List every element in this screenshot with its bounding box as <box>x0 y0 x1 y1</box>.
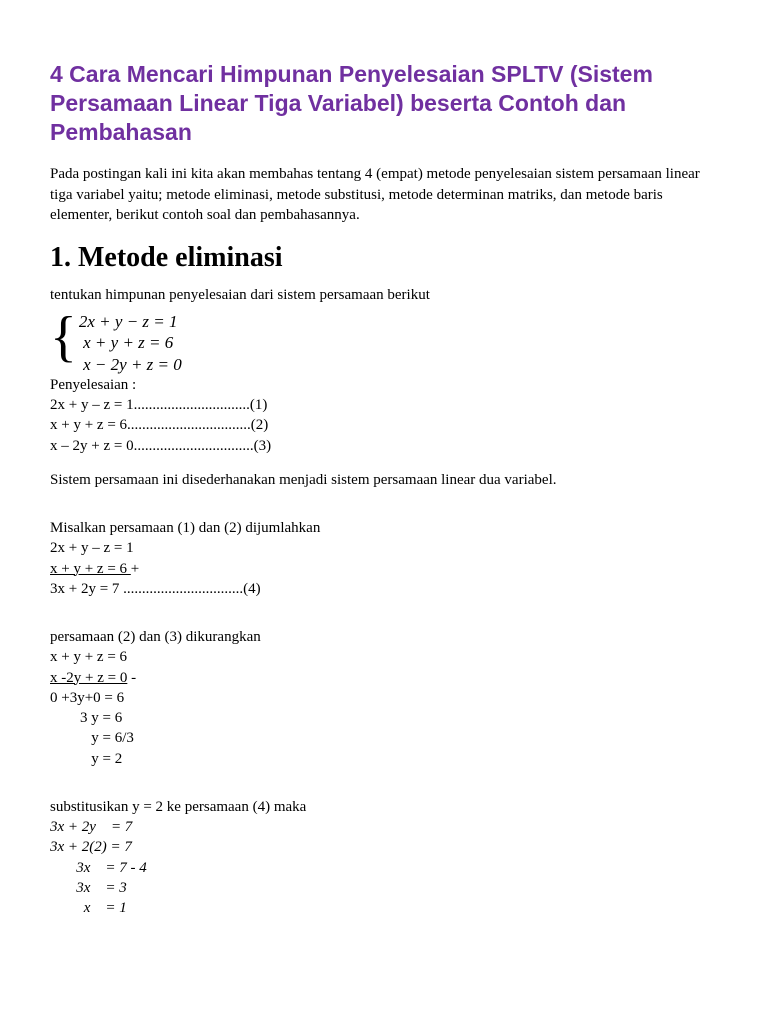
step2-b: x -2y + z = 0 <box>50 670 127 686</box>
system-eq3: x − 2y + z = 0 <box>79 354 182 375</box>
step2-r1: 0 +3y+0 = 6 <box>50 688 718 708</box>
labeled-eq1: 2x + y – z = 1..........................… <box>50 395 718 415</box>
step1-b-row: x + y + z = 6 + <box>50 559 718 579</box>
equation-column: 2x + y − z = 1 x + y + z = 6 x − 2y + z … <box>79 311 182 375</box>
step-2: persamaan (2) dan (3) dikurangkan x + y … <box>50 627 718 769</box>
step2-b-row: x -2y + z = 0 - <box>50 668 718 688</box>
step1-b: x + y + z = 6 <box>50 561 131 577</box>
system-eq2: x + y + z = 6 <box>79 332 182 353</box>
step2-a: x + y + z = 6 <box>50 647 718 667</box>
step2-r2: 3 y = 6 <box>50 708 718 728</box>
page-title: 4 Cara Mencari Himpunan Penyelesaian SPL… <box>50 60 718 146</box>
step3-d: 3x = 3 <box>50 878 718 898</box>
penyelesaian-label: Penyelesaian : <box>50 375 718 395</box>
step1-result: 3x + 2y = 7 ............................… <box>50 579 718 599</box>
step-3: substitusikan y = 2 ke persamaan (4) mak… <box>50 797 718 919</box>
labeled-eq3: x – 2y + z = 0..........................… <box>50 436 718 456</box>
system-eq1: 2x + y − z = 1 <box>79 311 182 332</box>
step1-op: + <box>131 561 139 577</box>
step1-head: Misalkan persamaan (1) dan (2) dijumlahk… <box>50 518 718 538</box>
section-heading-1: 1. Metode eliminasi <box>50 239 718 277</box>
step3-a: 3x + 2y = 7 <box>50 817 718 837</box>
intro-paragraph: Pada postingan kali ini kita akan membah… <box>50 164 718 225</box>
step2-head: persamaan (2) dan (3) dikurangkan <box>50 627 718 647</box>
section-subintro: tentukan himpunan penyelesaian dari sist… <box>50 285 718 305</box>
step2-r4: y = 2 <box>50 749 718 769</box>
step1-a: 2x + y – z = 1 <box>50 538 718 558</box>
step-1: Misalkan persamaan (1) dan (2) dijumlahk… <box>50 518 718 599</box>
step3-head: substitusikan y = 2 ke persamaan (4) mak… <box>50 797 718 817</box>
step2-op: - <box>127 670 136 686</box>
step3-e: x = 1 <box>50 898 718 918</box>
step3-c: 3x = 7 - 4 <box>50 858 718 878</box>
equation-system: { 2x + y − z = 1 x + y + z = 6 x − 2y + … <box>50 311 718 375</box>
simplify-note: Sistem persamaan ini disederhanakan menj… <box>50 470 718 490</box>
step3-b: 3x + 2(2) = 7 <box>50 837 718 857</box>
labeled-eq2: x + y + z = 6...........................… <box>50 415 718 435</box>
step2-r3: y = 6/3 <box>50 728 718 748</box>
left-brace-icon: { <box>50 309 79 373</box>
